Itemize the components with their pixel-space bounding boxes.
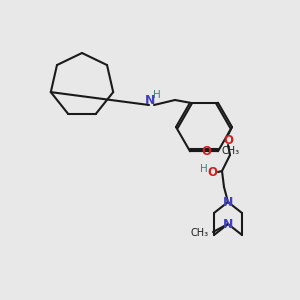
Text: O: O bbox=[201, 145, 211, 158]
Text: N: N bbox=[145, 94, 155, 107]
Text: O: O bbox=[223, 134, 233, 148]
Text: N: N bbox=[223, 196, 233, 208]
Text: H: H bbox=[200, 164, 208, 174]
Text: N: N bbox=[223, 218, 233, 230]
Text: O: O bbox=[207, 167, 217, 179]
Text: H: H bbox=[153, 90, 161, 100]
Text: CH₃: CH₃ bbox=[222, 146, 240, 156]
Text: CH₃: CH₃ bbox=[191, 228, 209, 238]
